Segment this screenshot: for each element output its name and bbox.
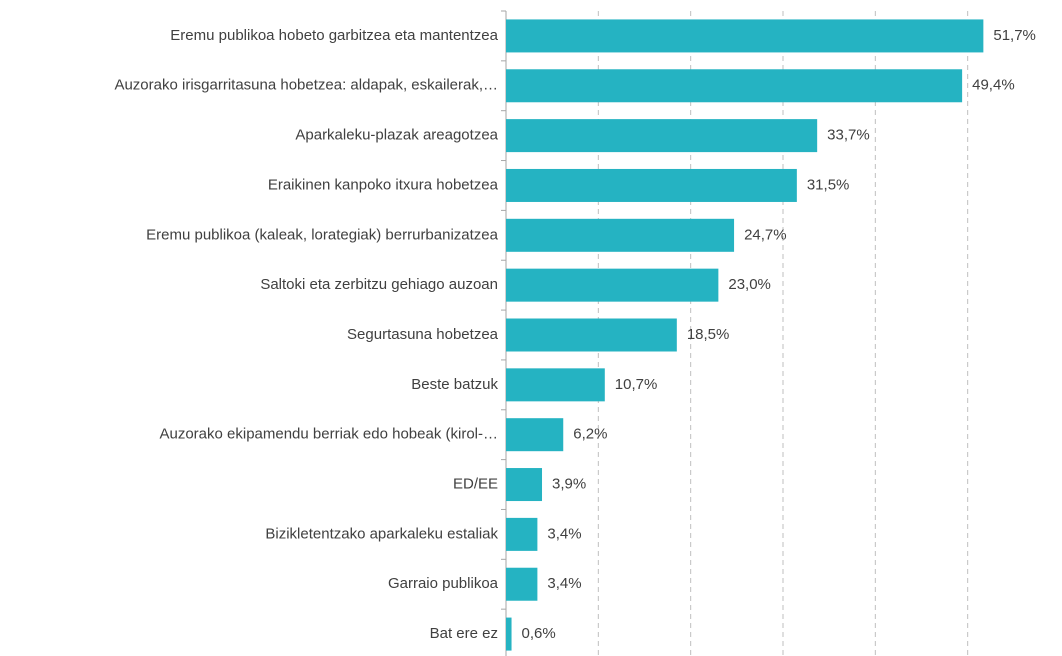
data-label: 24,7% <box>744 226 787 243</box>
category-label: Saltoki eta zerbitzu gehiago auzoan <box>260 276 498 293</box>
bar <box>506 617 512 651</box>
bar <box>506 69 963 103</box>
category-label: Garraio publikoa <box>388 575 499 592</box>
data-label: 3,9% <box>552 476 586 493</box>
category-label: Eremu publikoa hobeto garbitzea eta mant… <box>170 27 498 44</box>
category-label: Segurtasuna hobetzea <box>347 326 499 343</box>
bar <box>506 567 538 601</box>
data-label: 3,4% <box>547 575 581 592</box>
category-label: Auzorako ekipamendu berriak edo hobeak (… <box>159 426 498 443</box>
category-label: ED/EE <box>453 476 498 493</box>
data-label: 10,7% <box>615 376 658 393</box>
bar <box>506 168 797 202</box>
data-label: 0,6% <box>522 625 556 642</box>
category-label: Auzorako irisgarritasuna hobetzea: aldap… <box>114 77 498 94</box>
bar <box>506 268 719 302</box>
data-label: 51,7% <box>993 27 1036 44</box>
category-label: Eraikinen kanpoko itxura hobetzea <box>268 176 499 193</box>
data-label: 31,5% <box>807 176 850 193</box>
data-label: 18,5% <box>687 326 730 343</box>
bar <box>506 119 818 153</box>
bar <box>506 318 677 352</box>
category-label: Bat ere ez <box>430 625 498 642</box>
data-label: 3,4% <box>547 525 581 542</box>
bar <box>506 218 735 252</box>
category-label: Beste batzuk <box>411 376 498 393</box>
category-label: Eremu publikoa (kaleak, lorategiak) berr… <box>146 226 499 243</box>
category-label: Bizikletentzako aparkaleku estaliak <box>265 525 498 542</box>
data-label: 33,7% <box>827 127 870 144</box>
data-label: 23,0% <box>728 276 771 293</box>
bar <box>506 19 984 53</box>
bar <box>506 418 564 452</box>
data-label: 6,2% <box>573 426 607 443</box>
bar <box>506 517 538 551</box>
category-label: Aparkaleku-plazak areagotzea <box>295 127 498 144</box>
bar <box>506 468 543 502</box>
bar <box>506 368 605 402</box>
data-label: 49,4% <box>972 77 1015 94</box>
